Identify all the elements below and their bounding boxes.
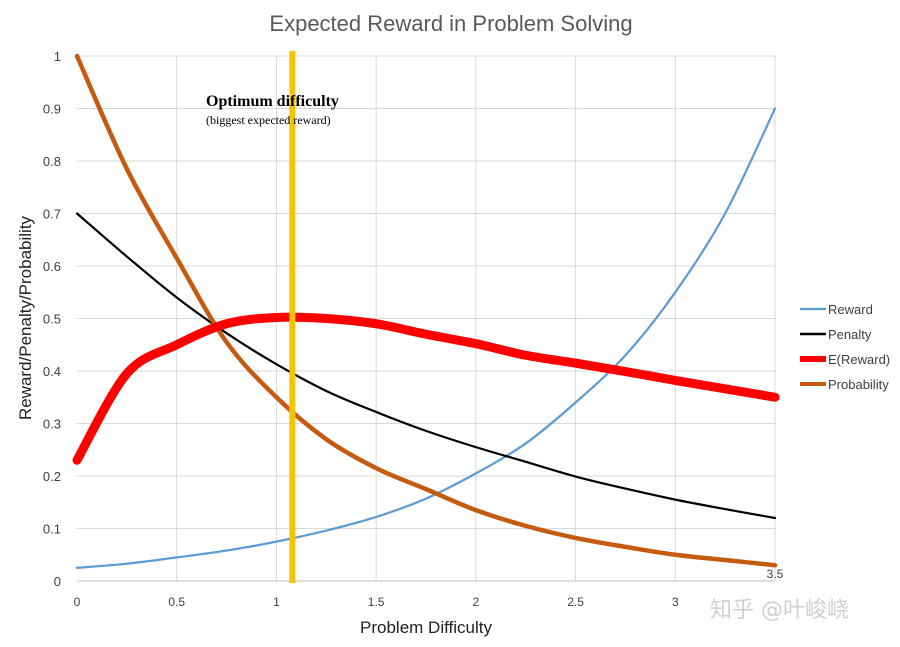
watermark: 知乎 @叶峻峣 (710, 598, 849, 623)
legend-label-e-reward: E(Reward) (828, 352, 890, 367)
y-tick-labels: 0 0.1 0.2 0.3 0.4 0.5 0.6 0.7 0.8 0.9 1 (43, 49, 61, 589)
legend-label-probability: Probability (828, 377, 889, 392)
x-tick-label: 2.5 (567, 595, 584, 609)
y-tick-label: 0.4 (43, 364, 61, 379)
x-tick-labels: 0 0.5 1 1.5 2 2.5 3 3.5 (74, 567, 784, 609)
y-tick-label: 1 (54, 49, 61, 64)
series-line-e-reward (72, 312, 780, 465)
y-tick-label: 0.9 (43, 102, 61, 117)
optimum-label: Optimum difficulty (206, 93, 339, 110)
y-tick-label: 0.3 (43, 417, 61, 432)
y-tick-label: 0.1 (43, 522, 61, 537)
x-tick-label: 2 (473, 595, 480, 609)
x-tick-label: 1.5 (368, 595, 385, 609)
x-axis-label: Problem Difficulty (360, 618, 492, 637)
y-tick-label: 0.8 (43, 154, 61, 169)
optimum-sublabel: (biggest expected reward) (206, 113, 331, 127)
series-group (72, 53, 780, 569)
series-line-penalty (75, 212, 777, 520)
x-tick-label: 1 (273, 595, 280, 609)
x-tick-label: 3 (672, 595, 679, 609)
y-tick-label: 0.6 (43, 259, 61, 274)
legend: Reward Penalty E(Reward) Probability (800, 302, 890, 392)
x-tick-label: 0.5 (168, 595, 185, 609)
y-tick-label: 0.2 (43, 469, 61, 484)
chart-title: Expected Reward in Problem Solving (269, 11, 632, 36)
series-line-probability (74, 53, 778, 568)
y-axis-label: Reward/Penalty/Probability (16, 215, 35, 420)
legend-label-reward: Reward (828, 302, 873, 317)
x-tick-label: 0 (74, 595, 81, 609)
legend-label-penalty: Penalty (828, 327, 872, 342)
series-line-reward (75, 107, 777, 569)
y-tick-label: 0 (54, 574, 61, 589)
grid (77, 55, 776, 581)
y-tick-label: 0.7 (43, 207, 61, 222)
x-tick-label: 3.5 (767, 567, 784, 581)
y-tick-label: 0.5 (43, 312, 61, 327)
